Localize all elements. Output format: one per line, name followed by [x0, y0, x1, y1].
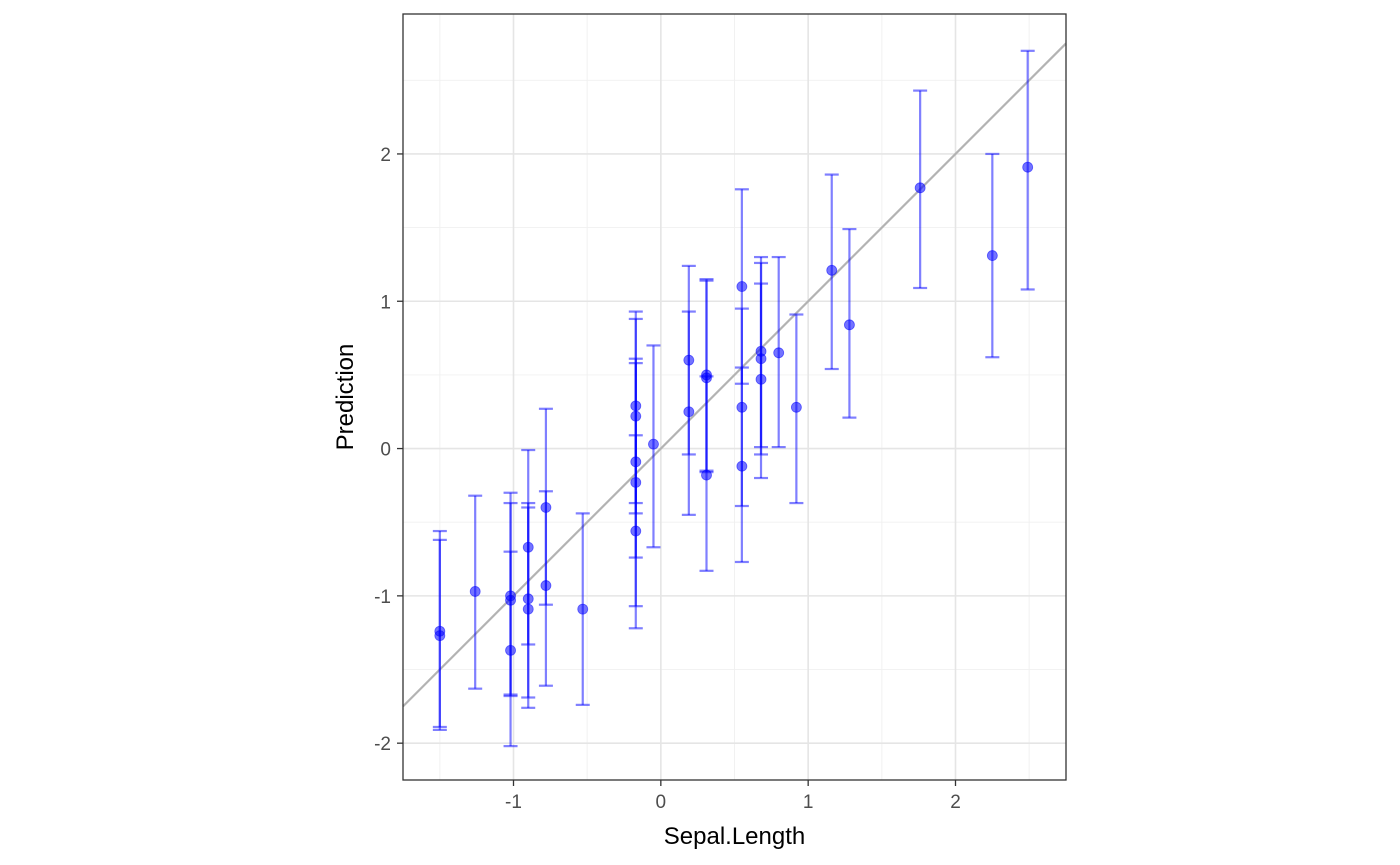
- y-tick-label: -2: [374, 734, 391, 755]
- data-point: [505, 594, 516, 606]
- y-tick-label: 2: [380, 145, 391, 166]
- data-point: [540, 502, 552, 513]
- data-point: [773, 347, 785, 359]
- data-point: [648, 438, 659, 450]
- data-point: [736, 460, 748, 472]
- data-point: [986, 250, 998, 261]
- x-tick-label: 0: [656, 792, 667, 813]
- data-point: [755, 353, 767, 365]
- x-tick-label: 1: [803, 792, 814, 813]
- y-tick-label: -1: [374, 587, 391, 608]
- x-tick-label: 2: [950, 792, 961, 813]
- data-point: [736, 281, 748, 292]
- data-point: [701, 372, 712, 384]
- data-point: [522, 593, 534, 605]
- data-point: [630, 477, 642, 488]
- data-point: [683, 406, 695, 418]
- data-point: [790, 401, 802, 413]
- x-tick-label: -1: [505, 792, 522, 813]
- data-point: [577, 603, 589, 615]
- y-axis-title: Prediction: [332, 344, 359, 451]
- point-layer: [434, 161, 1034, 656]
- y-tick-label: 0: [380, 440, 391, 461]
- data-point: [683, 354, 695, 366]
- data-point: [630, 456, 642, 468]
- data-point: [434, 630, 446, 642]
- data-point: [540, 580, 552, 591]
- data-point: [630, 410, 642, 422]
- y-tick-label: 1: [380, 292, 391, 313]
- data-point: [469, 586, 481, 597]
- data-point: [630, 525, 642, 537]
- data-point: [701, 469, 712, 481]
- data-point: [522, 541, 534, 553]
- axis-ticks: -1 0 1 2 -2 -1 0 1 2: [374, 145, 961, 813]
- data-point: [844, 319, 855, 331]
- data-point: [1022, 161, 1034, 173]
- data-point: [522, 603, 534, 615]
- data-point: [736, 401, 748, 413]
- panel-border: [402, 13, 1067, 781]
- data-point: [755, 373, 767, 385]
- data-point: [914, 182, 926, 194]
- data-point: [505, 644, 516, 656]
- data-point: [826, 264, 838, 276]
- major-grid: [403, 14, 1066, 780]
- data-point: [630, 400, 642, 412]
- x-axis-title: Sepal.Length: [664, 823, 805, 850]
